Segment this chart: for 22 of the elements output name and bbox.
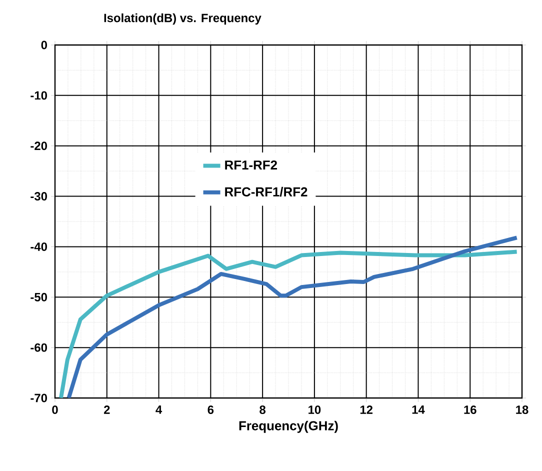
x-tick-label: 16 [464, 406, 476, 414]
y-tick-label: -50 [30, 292, 47, 302]
y-tick-label: -40 [30, 242, 47, 251]
y-tick-label: -30 [30, 192, 47, 201]
x-tick-label: 8 [260, 406, 266, 414]
y-tick-label: -10 [30, 91, 47, 100]
x-tick-label: 10 [308, 406, 321, 414]
legend-label: RFC-RF1/RF2 [225, 186, 308, 197]
x-tick-label: 0 [52, 406, 58, 414]
x-tick-label: 6 [208, 406, 214, 414]
x-axis-title: Frequency(GHz) [239, 420, 338, 433]
y-tick-label: -20 [30, 142, 47, 150]
y-tick-label: 0 [41, 40, 47, 50]
x-tick-label: 12 [360, 406, 373, 414]
x-tick-label: 4 [156, 406, 162, 414]
y-tick-label: -70 [30, 394, 47, 402]
chart-title: Isolation(dB) vs. Frequency [104, 13, 262, 25]
y-tick-label: -60 [30, 343, 47, 352]
x-tick-label: 18 [516, 406, 528, 414]
x-tick-label: 2 [104, 406, 110, 414]
x-tick-label: 14 [412, 406, 425, 414]
legend-label: RF1-RF2 [225, 160, 277, 170]
